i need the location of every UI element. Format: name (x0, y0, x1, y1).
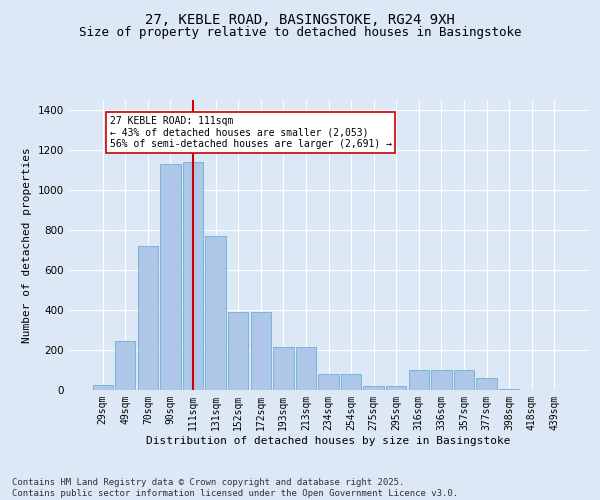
Bar (499, 389, 519, 390)
Bar (364, 386, 384, 390)
Bar (205, 236, 226, 390)
Bar (454, 370, 474, 390)
Bar (431, 370, 452, 390)
Text: 27, KEBLE ROAD, BASINGSTOKE, RG24 9XH: 27, KEBLE ROAD, BASINGSTOKE, RG24 9XH (145, 12, 455, 26)
Bar (296, 347, 316, 390)
Bar (319, 374, 338, 390)
Bar (341, 374, 361, 390)
Bar (228, 312, 248, 390)
X-axis label: Distribution of detached houses by size in Basingstoke: Distribution of detached houses by size … (146, 436, 511, 446)
Bar (115, 341, 136, 390)
Bar (251, 312, 271, 390)
Bar (409, 370, 429, 390)
Bar (138, 246, 158, 390)
Bar (160, 164, 181, 390)
Text: 27 KEBLE ROAD: 111sqm
← 43% of detached houses are smaller (2,053)
56% of semi-d: 27 KEBLE ROAD: 111sqm ← 43% of detached … (110, 116, 392, 149)
Bar (386, 386, 406, 390)
Bar (273, 347, 293, 390)
Bar (183, 162, 203, 390)
Y-axis label: Number of detached properties: Number of detached properties (22, 147, 32, 343)
Text: Contains HM Land Registry data © Crown copyright and database right 2025.
Contai: Contains HM Land Registry data © Crown c… (12, 478, 458, 498)
Bar (476, 378, 497, 390)
Bar (92, 385, 113, 390)
Text: Size of property relative to detached houses in Basingstoke: Size of property relative to detached ho… (79, 26, 521, 39)
